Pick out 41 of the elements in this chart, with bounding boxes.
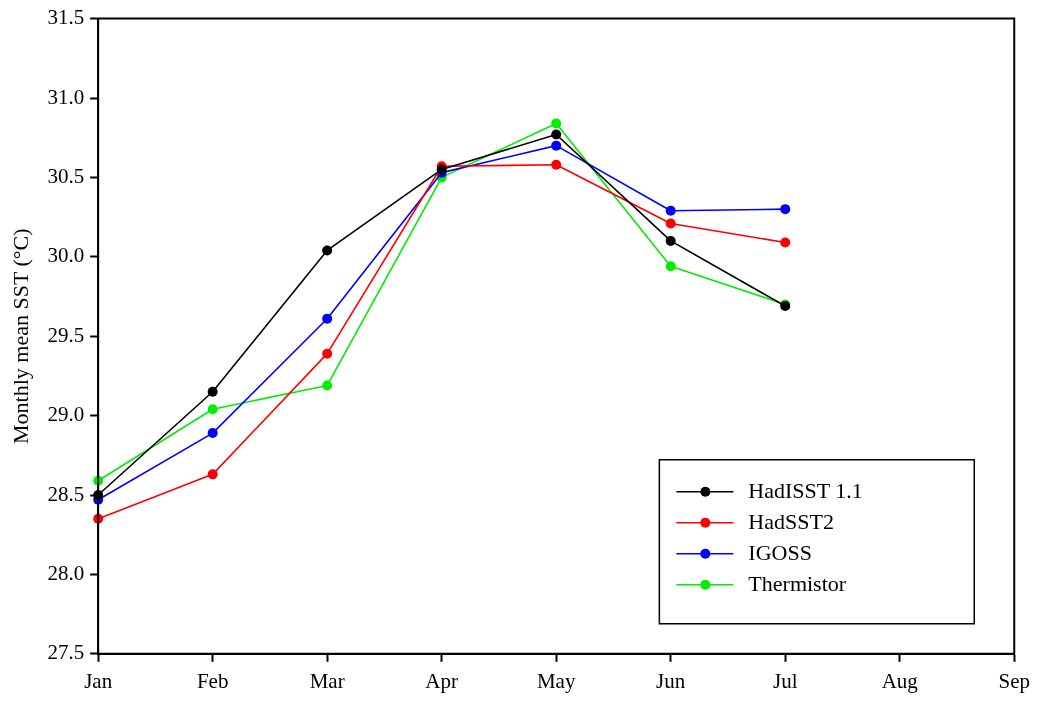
point [665, 261, 676, 272]
point [551, 159, 562, 170]
y-axis-title: Monthly mean SST (°C) [7, 228, 33, 444]
y-tick-label: 28.5 [47, 481, 85, 506]
x-tick-label: Mar [309, 668, 345, 693]
y-tick-label: 31.0 [47, 84, 85, 109]
x-tick-label: Jan [84, 668, 113, 693]
point [551, 129, 562, 140]
x-tick-label: Jun [656, 668, 686, 693]
x-tick-label: May [536, 668, 576, 693]
point [207, 404, 218, 415]
point [207, 469, 218, 480]
point [780, 237, 791, 248]
point [665, 235, 676, 246]
point [665, 205, 676, 216]
y-tick-label: 28.0 [47, 560, 85, 585]
point [322, 348, 333, 359]
legend-label: HadSST2 [748, 508, 834, 534]
point [207, 428, 218, 439]
x-tick-label: Aug [881, 668, 919, 693]
y-tick-label: 27.5 [47, 640, 85, 665]
x-tick-label: Jul [772, 668, 798, 693]
y-tick-label: 31.5 [47, 5, 85, 30]
point [207, 386, 218, 397]
y-tick-label: 29.0 [47, 402, 85, 427]
point [322, 313, 333, 324]
legend-label: HadISST 1.1 [748, 477, 863, 503]
x-tick-label: Feb [196, 668, 229, 693]
point [322, 245, 333, 256]
point [322, 380, 333, 391]
point [665, 218, 676, 229]
legend-label: IGOSS [748, 539, 812, 565]
point [551, 118, 562, 129]
legend-label: Thermistor [748, 570, 847, 596]
y-tick-label: 29.5 [47, 322, 85, 347]
point [551, 140, 562, 151]
x-tick-label: Apr [425, 668, 459, 693]
y-tick-label: 30.5 [47, 163, 85, 188]
point [780, 204, 791, 215]
x-tick-label: Sep [998, 668, 1030, 693]
y-tick-label: 30.0 [47, 243, 85, 268]
